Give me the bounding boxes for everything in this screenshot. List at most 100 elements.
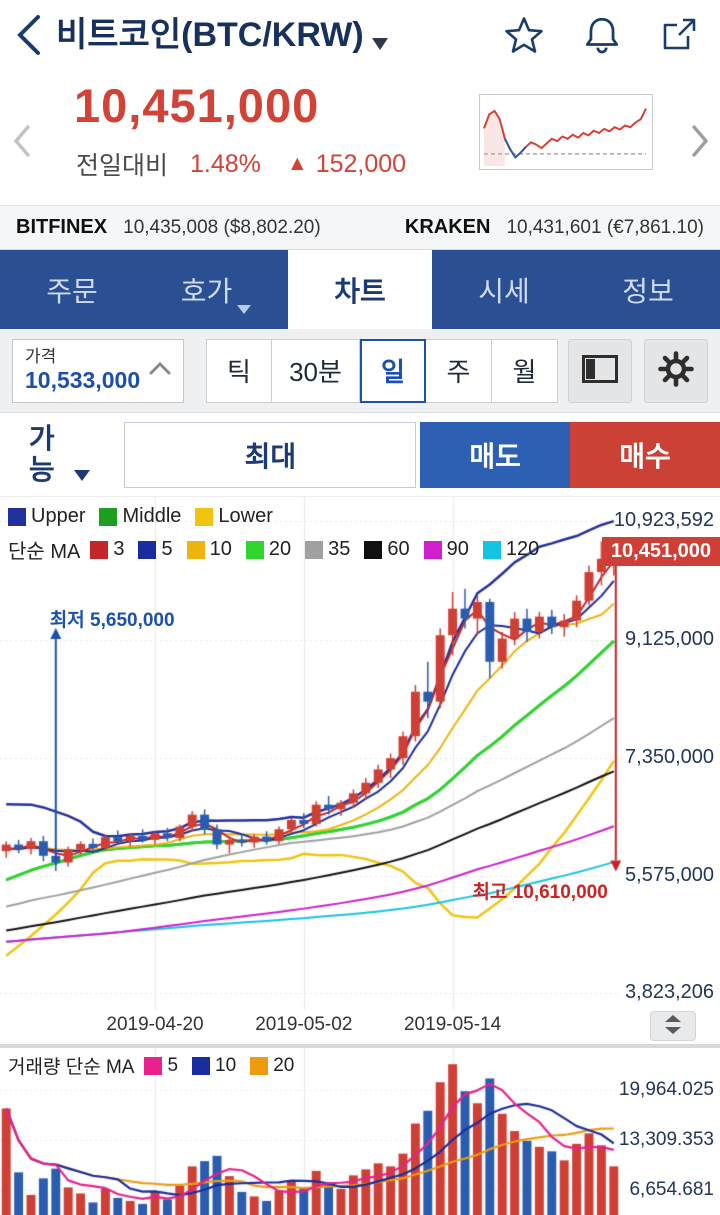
pane-resize-button[interactable] <box>650 1011 696 1041</box>
volume-axis-label: 13,309.353 <box>618 1129 714 1150</box>
pane-divider <box>0 1044 720 1048</box>
gear-icon <box>656 349 696 392</box>
candlestick-chart-canvas[interactable] <box>0 497 720 1010</box>
y-axis-label: 5,575,000 <box>625 864 714 887</box>
highest-price-annotation: 최고 10,610,000 <box>472 881 608 903</box>
change-amount: 152,000 <box>315 149 407 178</box>
ma10-swatch <box>186 540 205 559</box>
exchange-bitfinex: BITFINEX 10,435,008 ($8,802.20) <box>16 216 321 239</box>
ma20-swatch <box>245 540 264 559</box>
tab-order[interactable]: 주문 <box>0 250 144 329</box>
ma90-swatch <box>423 540 442 559</box>
vol-ma10-swatch <box>192 1056 211 1075</box>
back-button[interactable] <box>12 10 46 63</box>
exchange-price: 10,435,008 ($8,802.20) <box>123 216 321 238</box>
star-icon <box>504 16 544 57</box>
back-icon <box>16 14 42 59</box>
y-axis-label: 9,125,000 <box>625 628 714 651</box>
tab-info[interactable]: 정보 <box>576 250 720 329</box>
timeframe-week[interactable]: 주 <box>426 338 492 403</box>
lower-band-swatch <box>195 507 214 526</box>
timeframe-tick[interactable]: 틱 <box>206 338 272 403</box>
chevron-down-icon <box>371 37 388 50</box>
change-percent: 1.48% <box>190 149 261 178</box>
chart-layout-button[interactable] <box>568 338 632 403</box>
vol-ma5-swatch <box>144 1056 163 1075</box>
app-header: 비트코인(BTC/KRW) <box>0 0 720 72</box>
up-down-arrows-icon <box>664 1014 682 1039</box>
tab-chart[interactable]: 차트 <box>288 250 432 329</box>
chart-controls: 가격 10,533,000 틱 30분 일 주 월 <box>0 329 720 413</box>
exchange-price: 10,431,601 (€7,861.10) <box>506 216 704 238</box>
available-dropdown[interactable]: 가능 <box>16 422 91 486</box>
bollinger-legend: Upper Middle Lower <box>8 505 287 528</box>
main-tab-bar: 주문 호가 차트 시세 정보 <box>0 250 720 329</box>
x-axis-label: 2019-04-20 <box>106 1014 204 1035</box>
share-icon <box>660 16 698 57</box>
price-type-dropdown[interactable]: 가격 10,533,000 <box>12 338 184 403</box>
price-change-row: 전일대비 1.48% ▲ 152,000 <box>76 146 406 182</box>
volume-chart-canvas[interactable] <box>0 1048 720 1215</box>
y-axis-label: 3,823,206 <box>625 980 714 1003</box>
middle-band-swatch <box>99 507 118 526</box>
panel-layout-icon <box>581 354 619 387</box>
notifications-button[interactable] <box>582 13 622 60</box>
exchange-comparison-bar: BITFINEX 10,435,008 ($8,802.20) KRAKEN 1… <box>0 205 720 250</box>
ma-legend-title: 단순 MA <box>8 541 81 563</box>
chevron-left-icon <box>12 125 32 161</box>
price-type-label: 가격 <box>25 346 57 366</box>
bell-icon <box>584 15 620 58</box>
ma60-swatch <box>364 540 383 559</box>
timeframe-30min[interactable]: 30분 <box>272 338 360 403</box>
volume-ma-legend: 거래량 단순 MA 5 10 20 <box>8 1052 308 1079</box>
vol-ma20-swatch <box>250 1056 269 1075</box>
date-axis: 2019-04-20 2019-05-02 2019-05-14 <box>0 1010 720 1044</box>
volume-axis-label: 19,964.025 <box>618 1079 714 1100</box>
change-label: 전일대비 <box>76 152 169 180</box>
timeframe-month[interactable]: 월 <box>492 338 558 403</box>
chart-settings-button[interactable] <box>644 338 708 403</box>
exchange-name: BITFINEX <box>16 216 108 238</box>
volume-chart-pane[interactable]: 거래량 단순 MA 5 10 20 19,964.025 13,309.353 … <box>0 1048 720 1215</box>
dropdown-triangle-icon <box>74 470 91 482</box>
x-axis-label: 2019-05-02 <box>255 1014 353 1035</box>
lowest-price-annotation: 최저 5,650,000 <box>49 610 175 632</box>
timeframe-group: 틱 30분 일 주 월 <box>206 338 558 403</box>
price-chart-pane[interactable]: Upper Middle Lower 단순 MA 3 5 10 20 35 60… <box>0 497 720 1010</box>
ma5-swatch <box>138 540 157 559</box>
timeframe-day[interactable]: 일 <box>360 338 426 403</box>
sell-button[interactable]: 매도 <box>420 421 571 488</box>
exchange-name: KRAKEN <box>404 216 491 238</box>
ma3-swatch <box>90 540 109 559</box>
trade-row: 가능 최대 매도 매수 <box>0 413 720 497</box>
available-label: 가능 <box>28 422 55 485</box>
y-axis-label: 10,923,592 <box>613 508 714 531</box>
page-title: 비트코인(BTC/KRW) <box>56 16 364 55</box>
chevron-right-icon <box>690 125 710 161</box>
sparkline-chart <box>483 108 647 166</box>
ma120-swatch <box>482 540 501 559</box>
buy-button[interactable]: 매수 <box>570 421 720 488</box>
exchange-kraken: KRAKEN 10,431,601 (€7,861.10) <box>405 216 704 239</box>
favorite-button[interactable] <box>502 14 546 59</box>
up-arrow-icon: ▲ <box>286 152 308 175</box>
pair-selector[interactable]: 비트코인(BTC/KRW) <box>56 16 388 55</box>
dropdown-triangle-icon <box>237 305 252 314</box>
share-button[interactable] <box>658 14 700 59</box>
next-pair-button[interactable] <box>686 120 714 165</box>
volume-legend-title: 거래량 단순 MA <box>8 1057 135 1078</box>
tab-orderbook[interactable]: 호가 <box>144 250 288 329</box>
volume-axis-label: 6,654.681 <box>629 1179 714 1200</box>
upper-band-swatch <box>8 507 26 526</box>
sparkline-thumbnail <box>479 94 653 170</box>
y-axis-label: 7,350,000 <box>625 746 714 769</box>
x-axis-label: 2019-05-14 <box>403 1014 502 1035</box>
max-button[interactable]: 최대 <box>124 421 417 488</box>
ma-legend: 단순 MA 3 5 10 20 35 60 90 120 <box>8 535 553 564</box>
tab-market[interactable]: 시세 <box>432 250 576 329</box>
chevron-up-icon <box>149 361 171 380</box>
current-price-tag: 10,451,000 <box>601 537 720 567</box>
prev-pair-button[interactable] <box>8 120 36 165</box>
ma35-swatch <box>305 540 324 559</box>
price-type-value: 10,533,000 <box>25 366 141 393</box>
